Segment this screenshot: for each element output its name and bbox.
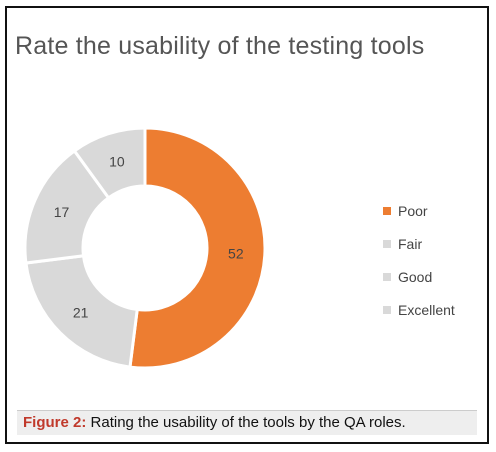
legend-label-poor: Poor bbox=[398, 202, 428, 219]
legend-label-good: Good bbox=[398, 268, 433, 285]
legend-item-poor: Poor bbox=[383, 194, 455, 227]
data-label-excellent: 10 bbox=[109, 153, 125, 169]
legend-item-good: Good bbox=[383, 260, 455, 293]
caption-text: Rating the usability of the tools by the… bbox=[90, 414, 406, 431]
legend-swatch-fair bbox=[383, 239, 391, 248]
chart-title: Rate the usability of the testing tools bbox=[15, 32, 425, 60]
legend-swatch-poor bbox=[383, 206, 391, 215]
legend-label-fair: Fair bbox=[398, 235, 423, 252]
legend-label-excellent: Excellent bbox=[398, 301, 455, 318]
slice-excellent bbox=[72, 126, 147, 200]
legend-swatch-excellent bbox=[383, 305, 391, 314]
legend-swatch-good bbox=[383, 272, 391, 281]
caption-label: Figure 2: bbox=[23, 414, 87, 431]
data-label-good: 17 bbox=[54, 204, 70, 220]
data-label-poor: 52 bbox=[228, 246, 244, 262]
data-label-fair: 21 bbox=[73, 304, 89, 320]
slice-poor bbox=[128, 126, 267, 370]
legend-item-excellent: Excellent bbox=[383, 293, 455, 326]
chart-legend: Poor Fair Good Excellent bbox=[383, 194, 455, 326]
figure-caption: Figure 2: Rating the usability of the to… bbox=[17, 410, 477, 435]
slice-fair bbox=[24, 254, 139, 369]
legend-item-fair: Fair bbox=[383, 227, 455, 260]
